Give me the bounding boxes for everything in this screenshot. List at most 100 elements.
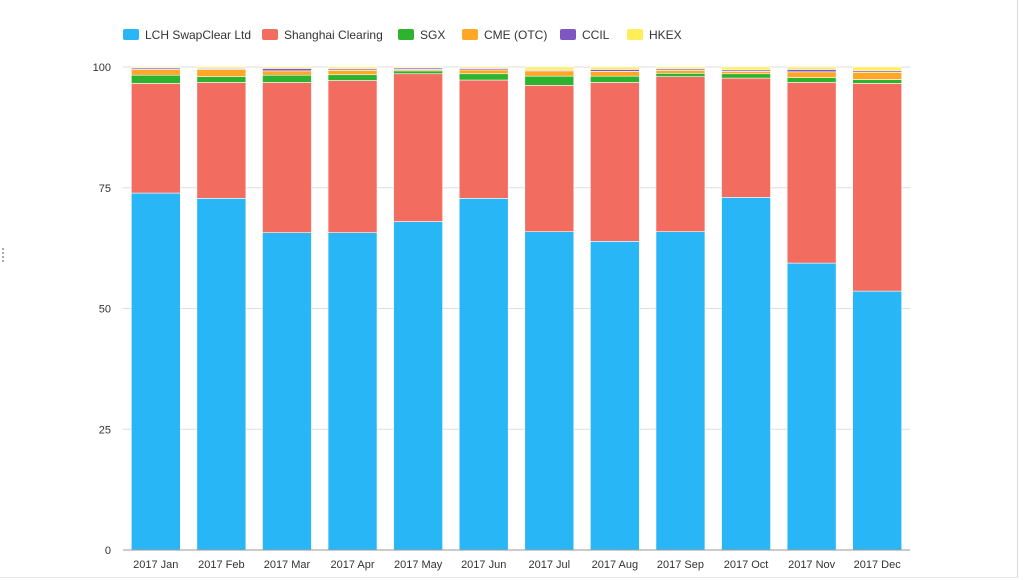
bar-segment-6-8[interactable]	[590, 66, 640, 70]
bar-segment-6-5[interactable]	[393, 66, 443, 69]
bar-segment-1-2[interactable]	[196, 198, 247, 551]
bar-segment-6-4[interactable]	[327, 66, 378, 70]
bar-segment-1-10[interactable]	[721, 197, 771, 551]
bar-segment-3-3[interactable]	[262, 74, 312, 83]
x-tick-label: 2017 Feb	[198, 559, 244, 571]
bar-segment-1-7[interactable]	[524, 231, 575, 551]
bar-segment-2-7[interactable]	[524, 85, 575, 233]
bar-segment-1-11[interactable]	[786, 262, 837, 551]
bar-segment-1-8[interactable]	[590, 241, 640, 551]
bar-segment-4-10[interactable]	[721, 71, 771, 75]
legend-item-1[interactable]: LCH SwapClear Ltd	[123, 28, 251, 42]
legend-swatch	[398, 29, 414, 40]
bar-segment-4-11[interactable]	[786, 71, 837, 78]
x-tick-label: 2017 Jun	[461, 559, 506, 571]
x-tick-label: 2017 Dec	[854, 559, 902, 571]
legend-item-6[interactable]: HKEX	[627, 28, 682, 42]
legend-item-2[interactable]: Shanghai Clearing	[262, 28, 383, 42]
legend-item-4[interactable]: CME (OTC)	[462, 28, 547, 42]
chart-axes: 0 25 50 75 100 2017 Jan 2017 Feb 2017 Mar 2017 A…	[93, 62, 910, 571]
bar-segment-2-6[interactable]	[458, 79, 509, 199]
bar-segment-3-6[interactable]	[458, 73, 509, 81]
bar-segment-2-8[interactable]	[590, 82, 640, 242]
bar-segment-1-9[interactable]	[655, 231, 706, 551]
bar-segment-3-7[interactable]	[524, 75, 575, 86]
legend-item-3[interactable]: SGX	[398, 28, 445, 42]
x-tick-label: 2017 Jul	[528, 559, 570, 571]
bar-segment-2-4[interactable]	[327, 80, 378, 233]
bar-segment-4-9[interactable]	[655, 70, 706, 74]
bar-segment-1-4[interactable]	[327, 232, 378, 551]
legend-swatch	[123, 29, 139, 40]
bar-segment-3-5[interactable]	[393, 70, 443, 75]
x-tick-label: 2017 Apr	[331, 559, 375, 571]
bar-segment-1-12[interactable]	[852, 290, 903, 551]
bar-segment-3-10[interactable]	[721, 73, 771, 79]
bar-segment-6-1[interactable]	[130, 66, 181, 69]
legend-swatch	[560, 29, 576, 40]
bar-segment-6-11[interactable]	[786, 66, 837, 70]
chart-bars	[130, 66, 903, 551]
y-tick-label-0: 0	[105, 545, 111, 557]
legend-label: Shanghai Clearing	[284, 28, 383, 42]
legend-swatch	[262, 29, 278, 40]
legend-swatch	[462, 29, 478, 40]
bar-segment-4-7[interactable]	[524, 70, 575, 77]
bar-segment-4-4[interactable]	[327, 70, 378, 76]
bar-segment-4-6[interactable]	[458, 69, 509, 75]
bar-segment-1-6[interactable]	[458, 198, 509, 551]
legend-label: SGX	[420, 28, 445, 42]
x-tick-label: 2017 Nov	[788, 559, 836, 571]
y-tick-label-25: 25	[99, 424, 111, 436]
legend-label: HKEX	[649, 28, 682, 42]
bar-segment-2-5[interactable]	[393, 73, 443, 222]
bar-segment-4-12[interactable]	[852, 72, 903, 80]
bar-segment-5-3[interactable]	[262, 68, 312, 72]
bar-segment-6-3[interactable]	[262, 66, 312, 69]
bar-segment-3-9[interactable]	[655, 72, 706, 77]
bar-segment-1-3[interactable]	[262, 232, 312, 551]
bar-segment-1-5[interactable]	[393, 221, 443, 551]
bar-segment-6-6[interactable]	[458, 66, 509, 69]
y-tick-label-50: 50	[99, 304, 111, 316]
bar-segment-5-11[interactable]	[786, 69, 837, 73]
bar-segment-3-12[interactable]	[852, 79, 903, 84]
bar-segment-6-7[interactable]	[524, 66, 575, 71]
bar-segment-3-2[interactable]	[196, 76, 247, 83]
bar-segment-4-3[interactable]	[262, 70, 312, 76]
bar-segment-3-8[interactable]	[590, 75, 640, 83]
bar-segment-3-4[interactable]	[327, 74, 378, 81]
legend-label: CCIL	[582, 28, 610, 42]
chart-legend: LCH SwapClear Ltd Shanghai Clearing SGX CME…	[123, 28, 682, 42]
bar-segment-2-11[interactable]	[786, 82, 837, 264]
bar-segment-4-2[interactable]	[196, 69, 247, 77]
x-tick-label: 2017 Mar	[264, 559, 311, 571]
bar-segment-6-9[interactable]	[655, 66, 706, 70]
x-tick-label: 2017 Jan	[133, 559, 178, 571]
legend-item-5[interactable]: CCIL	[560, 28, 610, 42]
x-tick-label: 2017 Aug	[592, 559, 639, 571]
bar-segment-3-1[interactable]	[130, 74, 181, 84]
x-tick-label: 2017 Sep	[657, 559, 704, 571]
bar-segment-2-12[interactable]	[852, 83, 903, 292]
bar-segment-2-3[interactable]	[262, 82, 312, 233]
y-tick-label-75: 75	[99, 183, 111, 195]
bar-segment-3-11[interactable]	[786, 77, 837, 83]
bar-segment-2-10[interactable]	[721, 77, 771, 198]
bar-segment-1-1[interactable]	[130, 192, 181, 551]
y-tick-label-100: 100	[93, 62, 111, 74]
bar-segment-6-2[interactable]	[196, 66, 247, 69]
bar-segment-2-1[interactable]	[130, 83, 181, 194]
x-tick-label: 2017 May	[394, 559, 443, 571]
x-tick-label: 2017 Oct	[724, 559, 769, 571]
bar-segment-4-1[interactable]	[130, 69, 181, 76]
resize-handle-icon[interactable]	[0, 246, 6, 266]
legend-label: LCH SwapClear Ltd	[145, 28, 251, 42]
bar-segment-4-8[interactable]	[590, 71, 640, 77]
bar-segment-2-9[interactable]	[655, 76, 706, 233]
bar-segment-2-2[interactable]	[196, 82, 247, 199]
bar-segment-6-10[interactable]	[721, 66, 771, 71]
bar-segment-6-12[interactable]	[852, 66, 903, 72]
legend-label: CME (OTC)	[484, 28, 547, 42]
